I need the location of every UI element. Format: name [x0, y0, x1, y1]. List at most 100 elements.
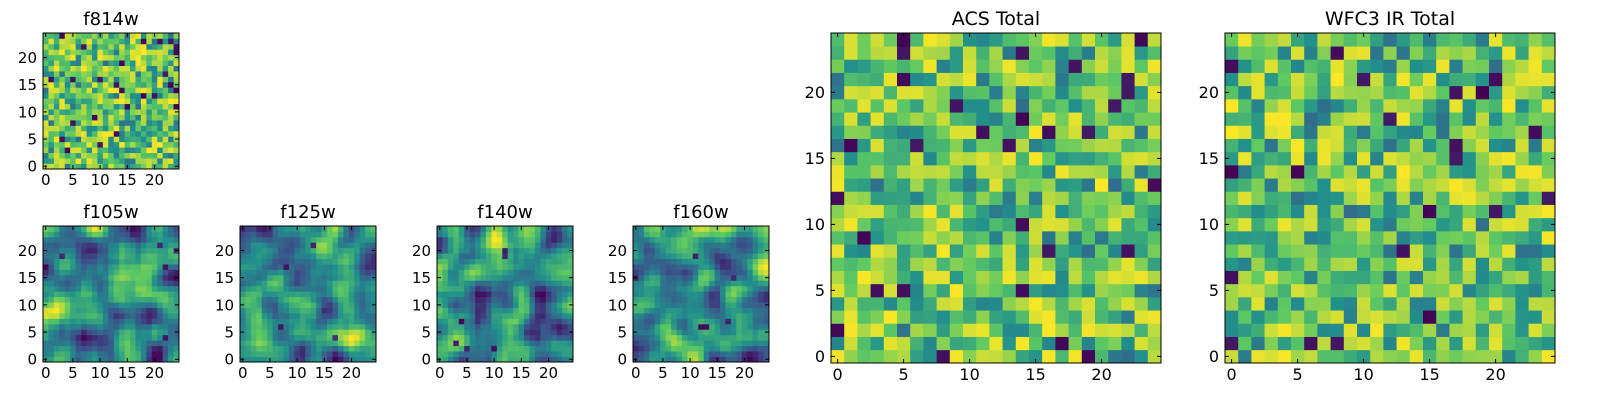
heatmap-cell	[119, 141, 125, 148]
heatmap-cell	[151, 285, 158, 292]
heatmap-cell	[883, 349, 898, 364]
heatmap-cell	[140, 120, 147, 126]
heatmap-cell	[316, 307, 322, 314]
heatmap-cell	[447, 247, 454, 254]
heatmap-cell	[168, 103, 174, 110]
heatmap-cell	[1462, 204, 1477, 219]
heatmap-cell	[48, 136, 55, 143]
heatmap-cell	[140, 236, 147, 243]
heatmap-cell	[518, 285, 525, 292]
heatmap-cell	[720, 340, 726, 347]
heatmap-cell	[844, 165, 858, 179]
heatmap-cell	[343, 242, 350, 249]
heatmap-cell	[464, 318, 470, 325]
heatmap-cell	[162, 334, 169, 341]
heatmap-cell	[567, 345, 574, 352]
heatmap-cell	[146, 103, 153, 110]
heatmap-cell	[529, 258, 536, 265]
heatmap-cell	[518, 236, 525, 243]
heatmap-cell	[299, 291, 306, 298]
heatmap-cell	[272, 351, 279, 357]
heatmap-cell	[923, 46, 937, 60]
heatmap-cell	[1095, 178, 1109, 192]
heatmap-cell	[1081, 349, 1096, 364]
heatmap-cell	[545, 313, 552, 319]
heatmap-cell	[1317, 151, 1331, 166]
heatmap-cell	[135, 147, 142, 154]
heatmap-cell	[359, 242, 366, 249]
heatmap-cell	[1489, 204, 1503, 219]
heatmap-cell	[870, 231, 885, 245]
heatmap-cell	[48, 33, 55, 39]
heatmap-cell	[1225, 125, 1239, 139]
heatmap-cell	[327, 236, 333, 243]
heatmap-cell	[75, 264, 82, 270]
heatmap-cell	[261, 351, 268, 357]
heatmap-cell	[86, 141, 93, 148]
heatmap-cell	[923, 191, 937, 205]
heatmap-cell	[485, 247, 492, 254]
heatmap-cell	[643, 307, 650, 314]
heatmap-cell	[963, 297, 977, 311]
heatmap-cell	[119, 296, 125, 303]
heatmap-cell	[458, 242, 465, 249]
heatmap-cell	[676, 231, 683, 238]
heatmap-cell	[1304, 178, 1318, 192]
heatmap-cell	[1528, 59, 1543, 73]
heatmap-cell	[124, 345, 131, 352]
heatmap-cell	[1251, 257, 1265, 271]
heatmap-cell	[1528, 191, 1543, 205]
heatmap-cell	[649, 247, 656, 254]
heatmap-cell	[1515, 257, 1529, 271]
heatmap-cell	[442, 356, 449, 363]
heatmap-cell	[157, 114, 164, 121]
heatmap-cell	[910, 138, 924, 153]
heatmap-cell	[1121, 270, 1135, 285]
heatmap-cell	[53, 49, 60, 56]
heatmap-cell	[305, 253, 312, 259]
heatmap-cell	[283, 345, 290, 352]
heatmap-cell	[469, 318, 476, 325]
heatmap-cell	[883, 217, 898, 232]
heatmap-cell	[86, 38, 93, 45]
heatmap-cell	[299, 236, 306, 243]
heatmap-cell	[140, 33, 147, 39]
heatmap-cell	[1317, 283, 1331, 298]
heatmap-cell	[310, 247, 317, 254]
heatmap-cell	[741, 323, 748, 330]
heatmap-cell	[108, 38, 115, 45]
heatmap-cell	[1002, 72, 1017, 87]
heatmap-cell	[64, 280, 71, 287]
heatmap-cell	[976, 244, 990, 258]
heatmap-cell	[140, 114, 147, 121]
heatmap-cell	[130, 345, 136, 352]
heatmap-cell	[453, 264, 460, 270]
heatmap-cell	[332, 253, 339, 259]
heatmap-cell	[240, 280, 246, 287]
heatmap-cell	[741, 334, 748, 341]
heatmap-cell	[464, 269, 470, 276]
heatmap-cell	[299, 329, 306, 336]
heatmap-cell	[923, 138, 937, 153]
heatmap-cell	[1449, 99, 1463, 113]
heatmap-cell	[518, 258, 525, 265]
heatmap-cell	[327, 258, 333, 265]
heatmap-cell	[936, 231, 951, 245]
heatmap-cell	[113, 340, 120, 347]
heatmap-cell	[1147, 310, 1162, 324]
heatmap-cell	[1462, 349, 1477, 364]
heatmap-cell	[665, 351, 672, 357]
heatmap-cell	[513, 318, 519, 325]
heatmap-cell	[1528, 85, 1543, 100]
heatmap-cell	[151, 291, 158, 298]
heatmap-cell	[1277, 257, 1292, 271]
heatmap-cell	[1002, 191, 1017, 205]
heatmap-cell	[86, 158, 93, 164]
heatmap-cell	[1147, 151, 1162, 166]
heatmap-cell	[491, 264, 498, 270]
heatmap-cell	[447, 231, 454, 238]
heatmap-cell	[758, 323, 764, 330]
heatmap-cell	[1015, 46, 1030, 60]
heatmap-cell	[53, 264, 60, 270]
heatmap-cell	[469, 323, 476, 330]
